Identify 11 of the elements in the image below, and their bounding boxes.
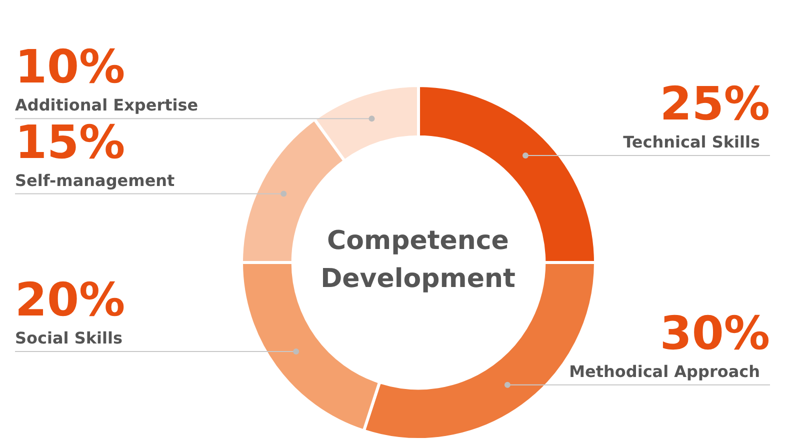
slice-label: Social Skills [15,328,122,348]
data-label: 30% [660,306,770,360]
slice-label: Self-management [15,170,176,190]
data-label: 20% [15,272,126,326]
slice-label: Technical Skills [623,132,760,152]
slice-label: Methodical Approach [569,362,760,381]
data-label: 15% [15,114,126,169]
text: Competence Development [320,225,516,296]
data-label: 25% [660,76,770,130]
slice-label: Additional Expertise [15,96,198,115]
data-label: 10% [15,40,126,94]
